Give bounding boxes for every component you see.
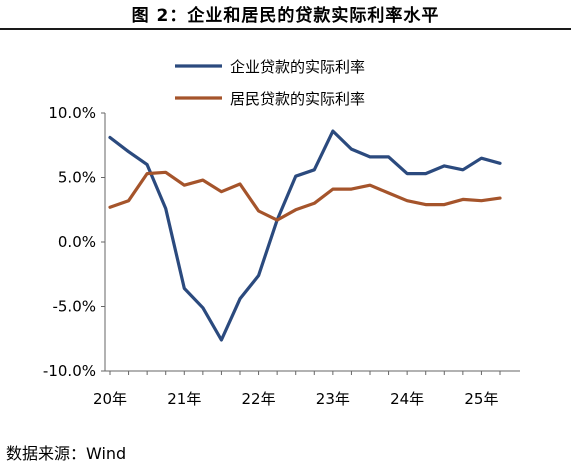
series-line-2 (108, 170, 502, 222)
legend-label-1: 企业贷款的实际利率 (230, 58, 365, 76)
y-tick-label: 0.0% (58, 233, 96, 251)
x-tick-label: 21年 (167, 390, 201, 408)
y-axis-ticks: 10.0% 5.0% 0.0% -5.0% -10.0% (43, 104, 105, 380)
series-line-1 (108, 129, 502, 342)
axes (104, 113, 520, 372)
x-tick-label: 20年 (93, 390, 127, 408)
chart-title: 图 2：企业和居民的贷款实际利率水平 (0, 4, 571, 30)
x-tick-label: 25年 (464, 390, 498, 408)
legend-label-2: 居民贷款的实际利率 (230, 90, 365, 108)
y-tick-label: -5.0% (52, 298, 96, 316)
x-tick-label: 22年 (242, 390, 276, 408)
x-axis-ticks: 20年 21年 22年 23年 24年 25年 (93, 371, 501, 408)
y-tick-label: 10.0% (48, 104, 96, 122)
y-tick-label: 5.0% (58, 169, 96, 187)
source-note: 数据来源：Wind (6, 444, 127, 463)
y-tick-label: -10.0% (43, 362, 96, 380)
x-tick-label: 24年 (390, 390, 424, 408)
series-group (108, 129, 502, 342)
x-tick-label: 23年 (316, 390, 350, 408)
